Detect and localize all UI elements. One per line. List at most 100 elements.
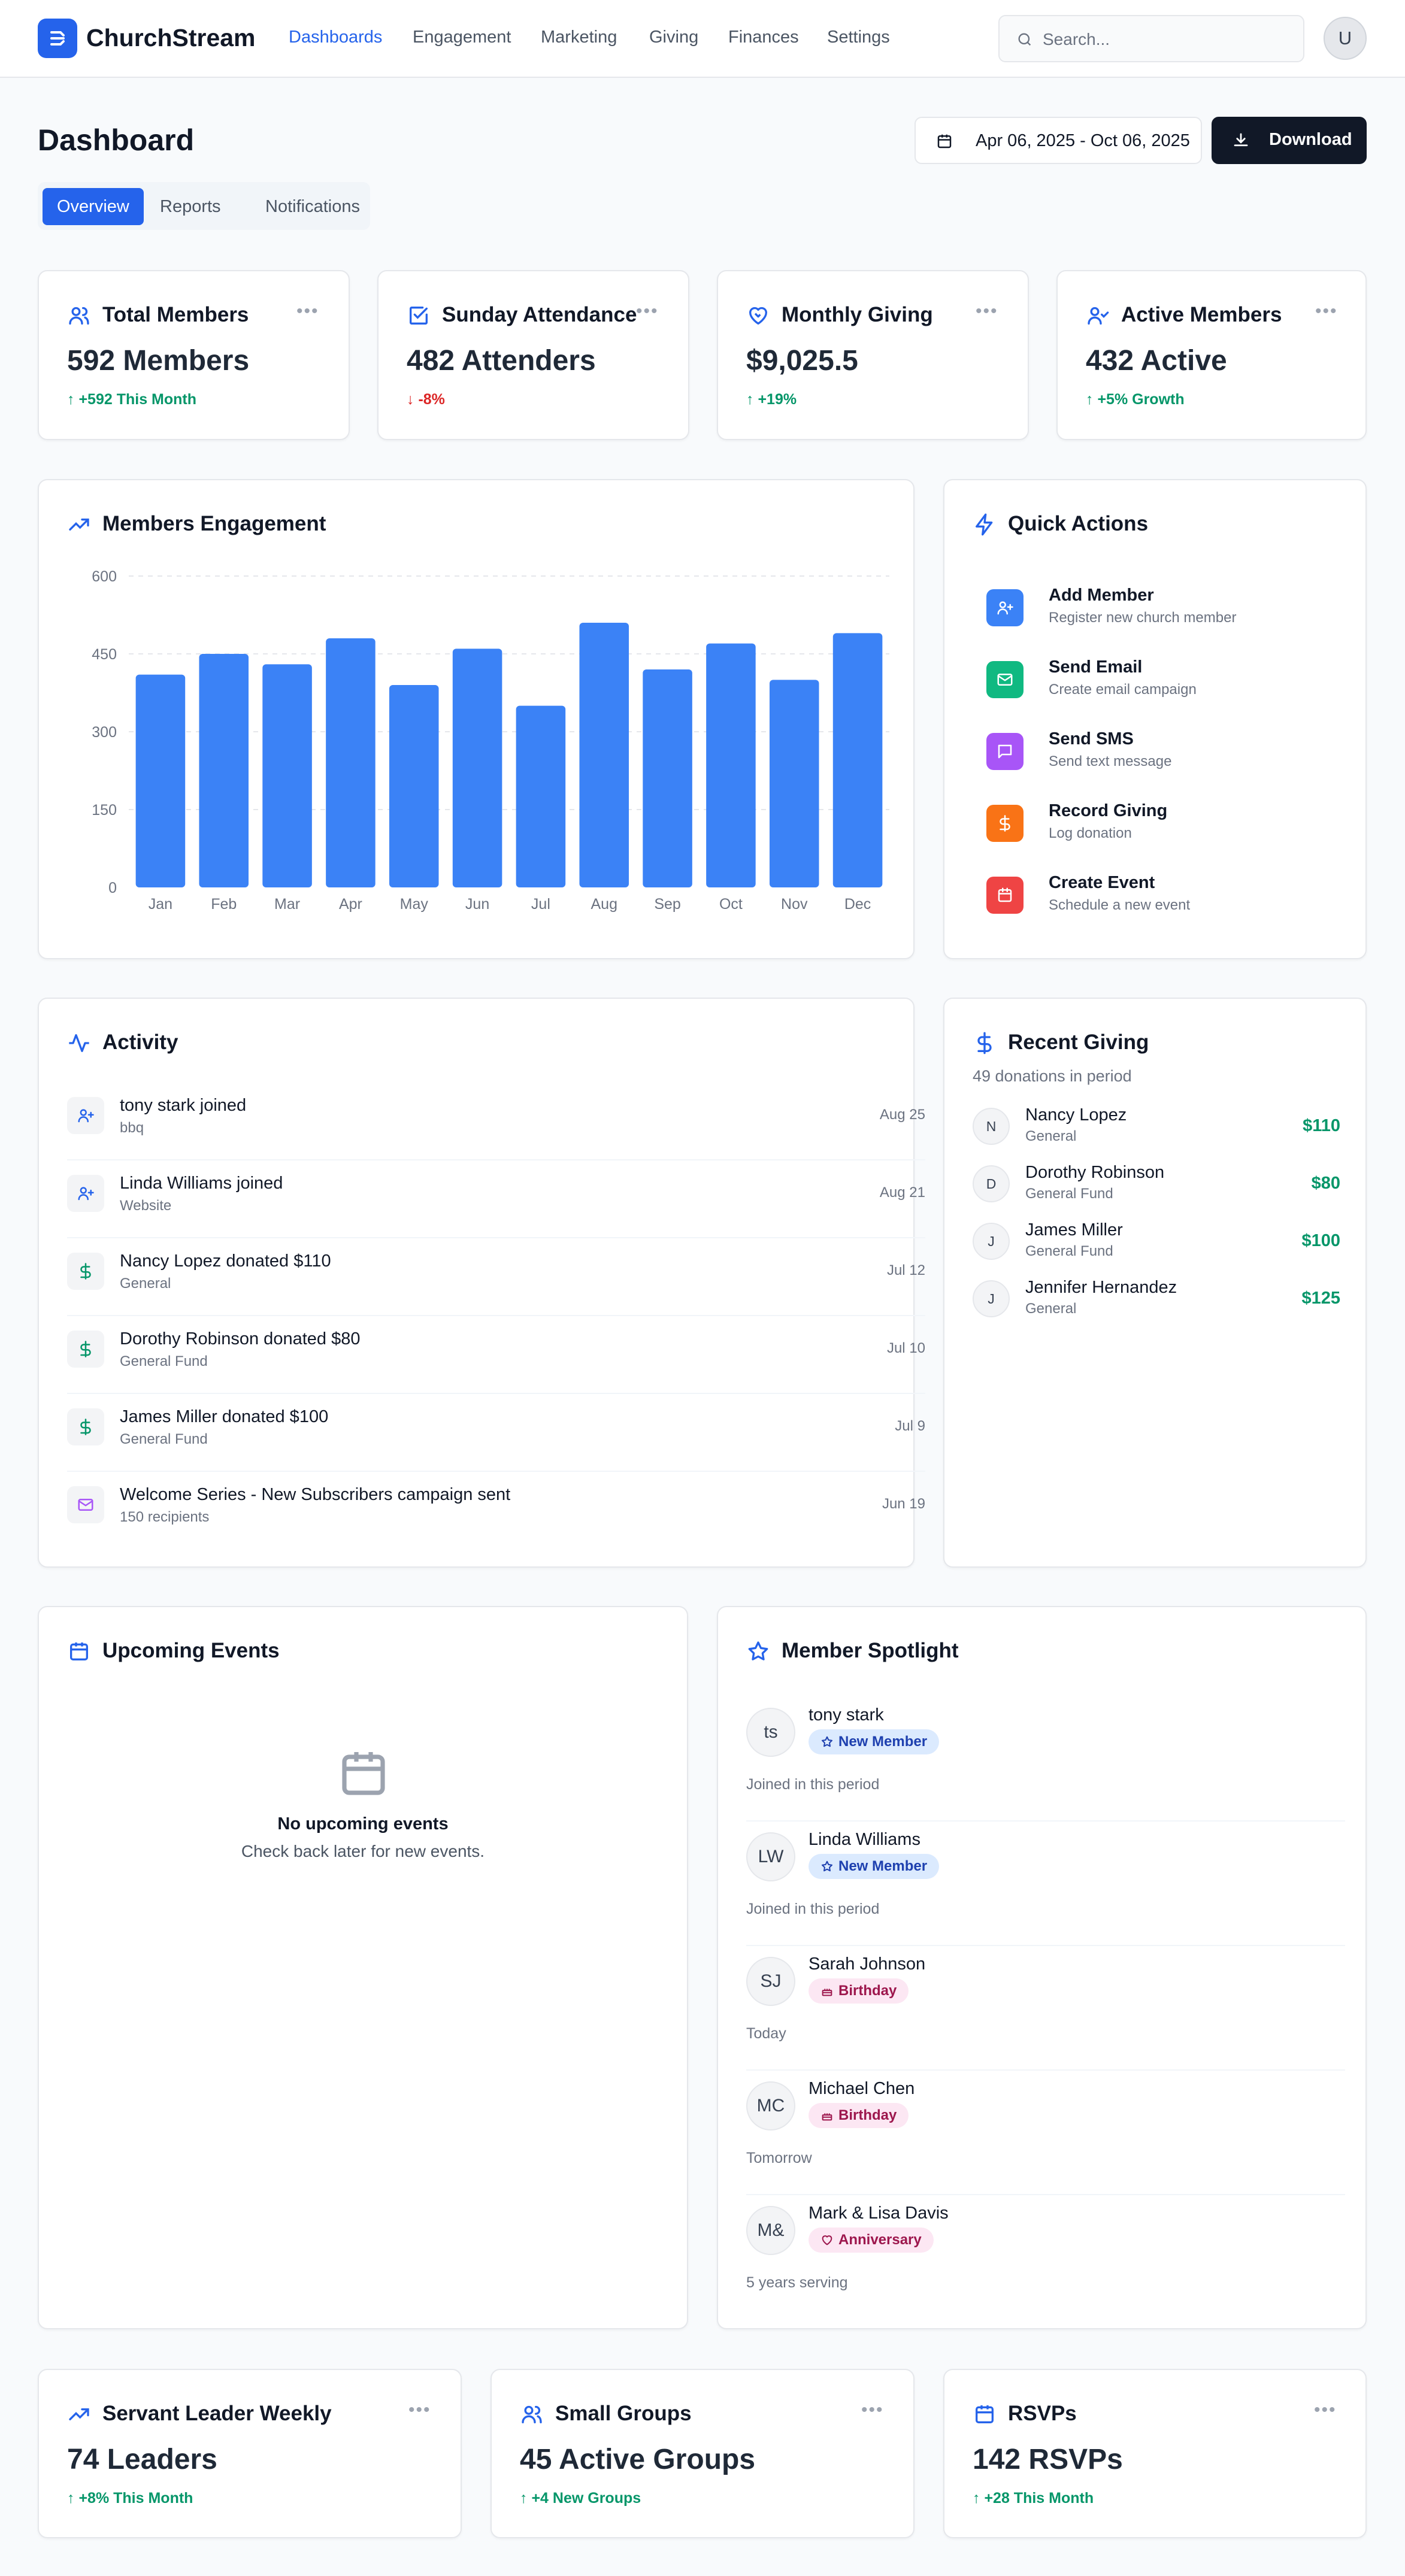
more-options-icon[interactable]: ••• [296, 301, 319, 321]
stat-card-active-members: Active Members ••• 432 Active ↑ +5% Grow… [1056, 270, 1367, 440]
spotlight-item[interactable]: ts tony stark New Member Joined in this per… [746, 1697, 1345, 1822]
more-options-icon[interactable]: ••• [1314, 2400, 1337, 2420]
search-input[interactable] [1043, 28, 1294, 51]
activity-subtitle: Website [120, 1198, 172, 1214]
stat-card-monthly-giving: Monthly Giving ••• $9,025.5 ↑ +19% [717, 270, 1029, 440]
quick-action-subtitle: Register new church member [1049, 610, 1237, 626]
nav-giving[interactable]: Giving [649, 28, 699, 47]
giving-item[interactable]: D Dorothy Robinson General Fund $80 [973, 1162, 1340, 1204]
badge-label: New Member [838, 1858, 928, 1874]
more-options-icon[interactable]: ••• [976, 301, 998, 321]
more-options-icon[interactable]: ••• [636, 301, 659, 321]
spotlight-item[interactable]: M& Mark & Lisa Davis Anniversary 5 years se… [746, 2195, 1345, 2320]
search-box[interactable] [998, 15, 1304, 62]
bar [389, 685, 439, 887]
more-options-icon[interactable]: ••• [1315, 301, 1338, 321]
more-options-icon[interactable]: ••• [861, 2400, 884, 2420]
donor-name: Nancy Lopez [1025, 1105, 1127, 1125]
activity-item[interactable]: Welcome Series - New Subscribers campaig… [67, 1472, 925, 1550]
spotlight-note: Tomorrow [746, 2150, 812, 2166]
logo-icon[interactable] [38, 19, 77, 58]
download-button[interactable]: Download [1212, 117, 1367, 164]
x-tick-label: Sep [654, 896, 680, 913]
spotlight-item[interactable]: MC Michael Chen Birthday Tomorrow [746, 2071, 1345, 2195]
member-name: Sarah Johnson [809, 1954, 926, 1974]
stat-value: 142 RSVPs [973, 2444, 1123, 2475]
nav-engagement[interactable]: Engagement [413, 28, 511, 47]
search-icon [1018, 33, 1031, 46]
activity-item[interactable]: Dorothy Robinson donated $80 General Fund… [67, 1316, 925, 1394]
giving-item[interactable]: J James Miller General Fund $100 [973, 1219, 1340, 1261]
nav-dashboards[interactable]: Dashboards [289, 28, 383, 47]
y-tick-label: 150 [92, 802, 117, 819]
nav-finances[interactable]: Finances [728, 28, 799, 47]
stat-title: RSVPs [1008, 2402, 1077, 2425]
spotlight-item[interactable]: SJ Sarah Johnson Birthday Today [746, 1946, 1345, 2071]
app-name[interactable]: ChurchStream [86, 24, 256, 51]
activity-date: Jul 12 [886, 1262, 925, 1278]
nav-marketing[interactable]: Marketing [541, 28, 617, 47]
user-avatar[interactable]: U [1324, 17, 1367, 60]
view-tabs: Overview Reports Notifications [38, 182, 370, 230]
card-title: Quick Actions [1008, 512, 1149, 535]
activity-item[interactable]: James Miller donated $100 General Fund Jul… [67, 1394, 925, 1472]
member-name: Mark & Lisa Davis [809, 2204, 949, 2223]
activity-item[interactable]: Linda Williams joined Website Aug 21 [67, 1160, 925, 1238]
more-options-icon[interactable]: ••• [408, 2400, 431, 2420]
activity-item[interactable]: Nancy Lopez donated $110 General Jul 12 [67, 1238, 925, 1316]
stat-value: 432 Active [1086, 345, 1227, 377]
spotlight-badge: Birthday [809, 1978, 909, 2004]
member-avatar: M& [746, 2206, 795, 2255]
y-tick-label: 450 [92, 646, 117, 663]
stat-card-total-members: Total Members ••• 592 Members ↑ +592 Thi… [38, 270, 350, 440]
tab-overview[interactable]: Overview [43, 188, 144, 225]
card-title: Members Engagement [102, 512, 326, 535]
x-tick-label: Nov [781, 896, 808, 913]
spotlight-item[interactable]: LW Linda Williams New Member Joined in this… [746, 1822, 1345, 1946]
quick-action-create-event[interactable]: Create Event Schedule a new event [986, 871, 1334, 925]
activity-icon [69, 1034, 89, 1052]
bar [832, 633, 883, 887]
stat-value: 74 Leaders [67, 2444, 217, 2475]
member-name: Michael Chen [809, 2079, 915, 2098]
giving-item[interactable]: J Jennifer Hernandez General $125 [973, 1277, 1340, 1319]
stat-value: 592 Members [67, 345, 250, 377]
check-square-icon [410, 306, 428, 325]
quick-action-subtitle: Create email campaign [1049, 681, 1197, 698]
activity-date: Aug 21 [879, 1184, 925, 1201]
donation-fund: General [1025, 1128, 1077, 1144]
divider [746, 2069, 1345, 2071]
spotlight-badge: New Member [809, 1854, 940, 1879]
quick-action-send-sms[interactable]: Send SMS Send text message [986, 727, 1334, 781]
message-icon [986, 733, 1024, 770]
activity-item[interactable]: tony stark joined bbq Aug 25 [67, 1083, 925, 1160]
spotlight-badge: Birthday [809, 2103, 909, 2128]
giving-subtitle: 49 donations in period [973, 1067, 1132, 1085]
quick-action-subtitle: Log donation [1049, 825, 1132, 841]
date-range-picker[interactable]: Apr 06, 2025 - Oct 06, 2025 [915, 117, 1202, 164]
quick-action-title: Send Email [1049, 657, 1143, 677]
stat-card-sunday-attendance: Sunday Attendance ••• 482 Attenders ↓ -8… [377, 270, 689, 440]
giving-item[interactable]: N Nancy Lopez General $110 [973, 1104, 1340, 1146]
dollar-icon [67, 1331, 104, 1368]
quick-action-record-giving[interactable]: Record Giving Log donation [986, 799, 1334, 853]
donation-fund: General Fund [1025, 1243, 1113, 1259]
x-tick-label: Jul [531, 896, 550, 913]
nav-settings[interactable]: Settings [827, 28, 890, 47]
stat-change: ↑ +28 This Month [973, 2490, 1094, 2507]
quick-action-send-email[interactable]: Send Email Create email campaign [986, 655, 1334, 709]
x-tick-label: Jan [149, 896, 172, 913]
donation-fund: General Fund [1025, 1186, 1113, 1202]
spotlight-note: Today [746, 2025, 786, 2042]
quick-action-add-member[interactable]: Add Member Register new church member [986, 583, 1334, 637]
bar [199, 654, 249, 887]
mail-icon [986, 661, 1024, 698]
empty-subtitle: Check back later for new events. [241, 1842, 485, 1860]
donor-avatar: N [973, 1108, 1010, 1145]
tab-notifications[interactable]: Notifications [265, 196, 360, 216]
tab-reports[interactable]: Reports [160, 196, 221, 216]
dollar-icon [977, 1032, 992, 1054]
quick-action-title: Send SMS [1049, 729, 1134, 748]
member-name: Linda Williams [809, 1830, 920, 1849]
member-avatar: LW [746, 1832, 795, 1881]
